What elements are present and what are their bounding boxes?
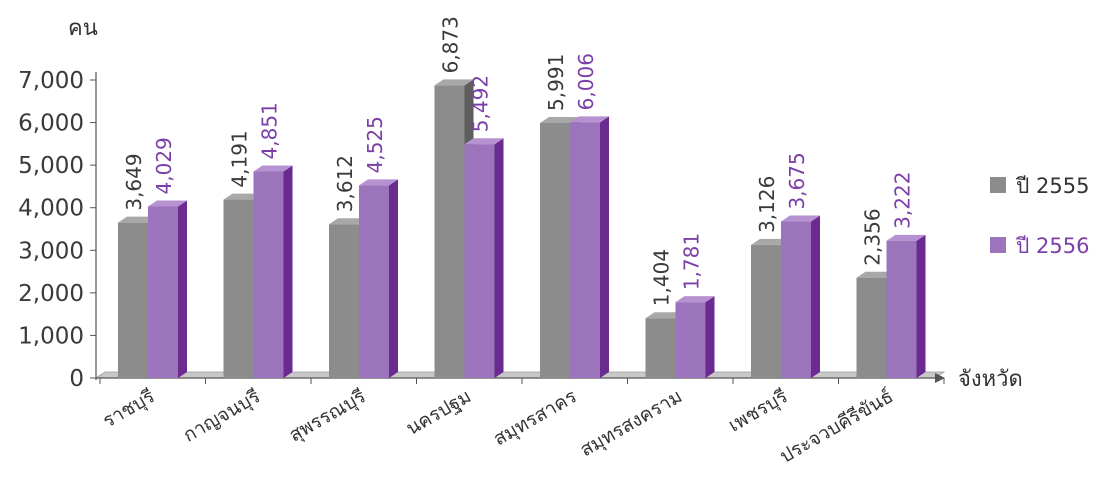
data-label: 2,356 <box>861 208 885 265</box>
data-label: 4,525 <box>363 116 387 173</box>
bar-top <box>751 238 790 245</box>
bar <box>886 234 926 378</box>
bar-top <box>118 216 157 223</box>
bar-top <box>464 138 504 145</box>
bar-front <box>570 122 600 378</box>
data-label: 4,029 <box>152 137 176 194</box>
bar <box>781 215 820 378</box>
bar-front <box>856 277 887 378</box>
bar <box>253 165 293 378</box>
bar-top <box>434 79 474 86</box>
bar <box>570 116 609 378</box>
bar-top <box>148 200 187 207</box>
bar-side <box>178 200 187 378</box>
bar-front <box>781 221 811 378</box>
legend-swatch <box>990 237 1006 253</box>
bar-side <box>916 234 926 378</box>
category-labels: ราชบุรี กาญจนบุรี สุพรรณบุรี นครปฐม สมุทรสาค… <box>99 385 897 467</box>
bar-side <box>705 296 715 378</box>
data-label: 5,492 <box>469 75 493 132</box>
bar-side <box>389 179 398 378</box>
bar-front <box>886 240 917 378</box>
bar-front <box>645 318 676 378</box>
data-label: 4,851 <box>258 102 282 159</box>
category-label: นครปฐม <box>403 385 475 440</box>
y-tick-label: 5,000 <box>18 153 84 179</box>
category-label: สมุทรสงคราม <box>576 385 686 462</box>
bar-top <box>359 179 398 186</box>
data-label: 3,612 <box>333 155 357 212</box>
bar-top <box>253 165 293 172</box>
y-tick-label: 6,000 <box>18 111 84 137</box>
bar-top <box>645 312 685 319</box>
legend-label: ปี 2556 <box>1015 234 1089 258</box>
bar-top <box>570 116 609 123</box>
bar-front <box>464 144 495 378</box>
data-label: 6,873 <box>439 16 463 73</box>
bar-top <box>540 116 579 123</box>
legend-label: ปี 2555 <box>1015 174 1089 198</box>
bar <box>464 138 504 378</box>
category-label: ราชบุรี <box>99 385 159 433</box>
bar-front <box>675 302 706 378</box>
bar-front <box>148 206 178 378</box>
data-label: 1,404 <box>650 249 674 306</box>
bar-front <box>751 244 781 378</box>
x-axis-arrow <box>935 373 945 383</box>
bar-front <box>434 85 465 379</box>
y-axis-ticks: 0 1,000 2,000 3,000 4,000 5,000 6,000 7,000 <box>18 68 96 392</box>
bar-front <box>540 122 570 378</box>
bar-side <box>283 165 293 378</box>
data-label: 4,191 <box>228 130 252 187</box>
bar-top <box>856 271 896 278</box>
bar-top <box>781 215 820 222</box>
bar-side <box>600 116 609 378</box>
y-tick-label: 2,000 <box>18 281 84 307</box>
bar <box>148 200 187 378</box>
data-label: 1,781 <box>680 233 704 290</box>
bar-front <box>329 224 359 378</box>
bar-top <box>675 296 715 303</box>
category-label: ประจวบคีรีขันธ์ <box>776 385 897 467</box>
x-axis-title: จังหวัด <box>958 367 1023 392</box>
bar-side <box>494 138 504 378</box>
data-label: 3,222 <box>891 172 915 229</box>
category-label: สมุทรสาคร <box>490 385 581 451</box>
y-tick-label: 7,000 <box>18 68 84 94</box>
category-label: กาญจนบุรี <box>180 385 265 447</box>
bar <box>675 296 715 378</box>
bar-front <box>253 171 284 378</box>
legend-swatch <box>990 177 1006 193</box>
y-tick-label: 4,000 <box>18 196 84 222</box>
bar-top <box>223 193 263 200</box>
bar-top <box>886 234 926 241</box>
data-label: 3,675 <box>785 152 809 209</box>
y-tick-label: 1,000 <box>18 323 84 349</box>
data-label: 6,006 <box>574 53 598 110</box>
data-label: 3,649 <box>122 153 146 210</box>
bar <box>359 179 398 378</box>
bar-front <box>223 199 254 378</box>
data-label: 5,991 <box>544 54 568 111</box>
data-label: 3,126 <box>755 176 779 233</box>
bar-top <box>329 218 368 225</box>
legend: ปี 2555 ปี 2556 <box>990 174 1089 258</box>
category-label: เพชรบุรี <box>725 385 792 437</box>
bar-side <box>811 215 820 378</box>
y-tick-label: 3,000 <box>18 238 84 264</box>
bar-front <box>118 222 148 378</box>
y-axis-title: คน <box>68 16 98 41</box>
bar-front <box>359 185 389 378</box>
y-tick-label: 0 <box>69 366 84 392</box>
category-label: สุพรรณบุรี <box>285 385 370 447</box>
